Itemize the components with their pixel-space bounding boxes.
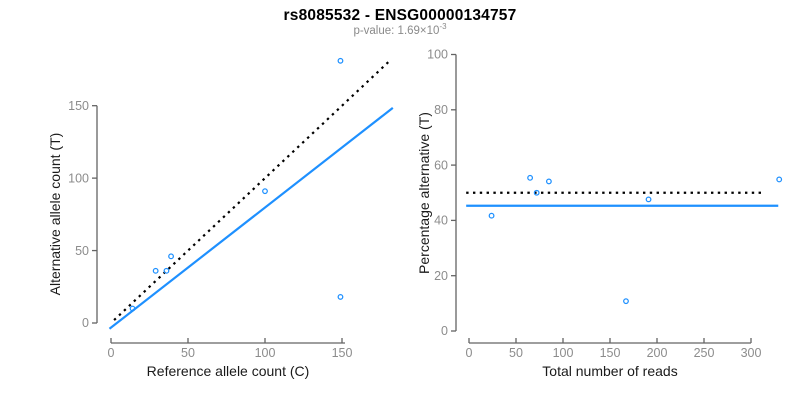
pvalue-exponent: -3 [439,22,447,32]
y-tick-label: 100 [427,48,448,62]
x-tick-label: 0 [108,346,115,360]
y-tick-label: 0 [82,316,89,330]
x-tick-label: 50 [509,346,523,360]
right-x-axis-title: Total number of reads [542,363,678,379]
data-point [337,293,344,300]
data-point [129,305,136,312]
data-point [168,253,174,260]
figure-subtitle-pvalue: p-value: 1.69×10-3 [0,22,800,37]
x-tick-label: 250 [694,346,715,360]
data-point [527,174,534,181]
data-point [545,178,552,185]
x-tick-label: 200 [647,346,668,360]
regression-line [108,107,394,330]
x-tick-label: 150 [332,346,353,360]
data-point [163,267,170,274]
x-tick-label: 300 [741,346,762,360]
data-point [337,57,344,64]
identity-line [113,59,391,321]
data-point [645,196,652,203]
right-scatter-plot: 0 20 40 60 80 100 0 50 100 150 200 250 300 [427,48,783,360]
data-point [488,212,495,219]
y-tick-label: 20 [434,269,448,283]
data-point [152,267,159,274]
right-y-axis-title: Percentage alternative (T) [416,112,432,274]
x-tick-label: 100 [553,346,574,360]
y-tick-label: 40 [434,214,448,228]
pvalue-text: p-value: 1.69×10 [353,25,440,37]
left-scatter-plot: 0 50 100 150 0 50 100 150 [68,57,394,360]
y-tick-label: 50 [75,244,89,258]
y-tick-label: 60 [434,158,448,172]
x-tick-label: 0 [466,346,473,360]
left-x-axis-title: Reference allele count (C) [146,363,310,379]
data-point [262,188,268,195]
data-point [533,189,540,196]
y-tick-label: 0 [441,324,448,338]
y-tick-label: 150 [68,99,89,113]
x-tick-label: 100 [255,346,276,360]
x-tick-label: 50 [181,346,195,360]
figure-title: rs8085532 - ENSG00000134757 [283,7,517,24]
left-y-axis-title: Alternative allele count (T) [47,132,63,296]
data-point [776,176,783,183]
y-tick-label: 100 [68,171,89,185]
y-tick-label: 80 [434,103,448,117]
x-tick-label: 150 [600,346,621,360]
data-point [623,298,629,305]
